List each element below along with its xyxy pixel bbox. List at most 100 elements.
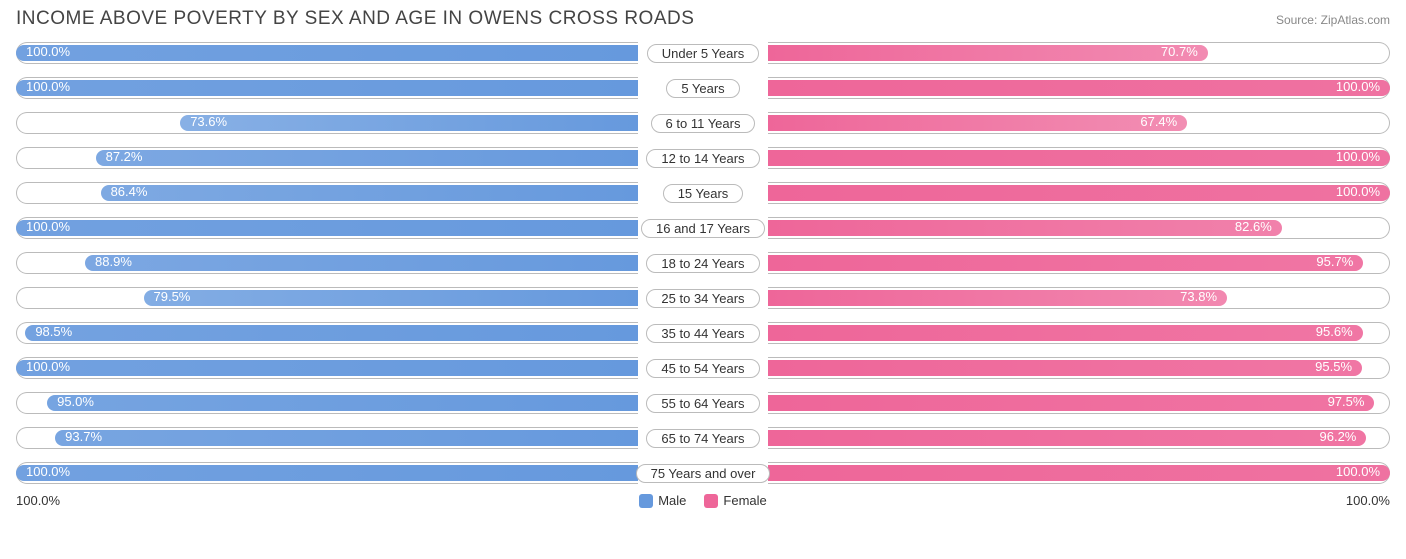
female-value: 100.0% [1336, 149, 1390, 164]
female-side: 100.0% [768, 143, 1390, 173]
chart-row: 93.7% 65 to 74 Years 96.2% [16, 423, 1390, 453]
female-bar [768, 45, 1208, 61]
male-value: 100.0% [16, 359, 70, 374]
female-value: 67.4% [1140, 114, 1187, 129]
female-value: 100.0% [1336, 184, 1390, 199]
female-side: 67.4% [768, 108, 1390, 138]
female-side: 96.2% [768, 423, 1390, 453]
female-side: 82.6% [768, 213, 1390, 243]
female-bar [768, 325, 1363, 341]
legend-male: Male [639, 493, 686, 508]
legend-male-swatch [639, 494, 653, 508]
chart-row: 86.4% 15 Years 100.0% [16, 178, 1390, 208]
female-side: 95.5% [768, 353, 1390, 383]
legend: Male Female [639, 493, 767, 508]
category-label: 45 to 54 Years [646, 359, 759, 378]
category-cell: 15 Years [638, 178, 768, 208]
category-label: 55 to 64 Years [646, 394, 759, 413]
male-bar [180, 115, 638, 131]
male-value: 88.9% [85, 254, 132, 269]
female-bar [768, 290, 1227, 306]
female-side: 100.0% [768, 458, 1390, 488]
category-label: 35 to 44 Years [646, 324, 759, 343]
male-bar [101, 185, 638, 201]
female-value: 95.7% [1316, 254, 1363, 269]
male-side: 88.9% [16, 248, 638, 278]
chart-header: INCOME ABOVE POVERTY BY SEX AND AGE IN O… [16, 8, 1390, 30]
chart-footer: 100.0% Male Female 100.0% [16, 493, 1390, 508]
category-label: 65 to 74 Years [646, 429, 759, 448]
male-side: 86.4% [16, 178, 638, 208]
category-cell: 6 to 11 Years [638, 108, 768, 138]
chart-row: 98.5% 35 to 44 Years 95.6% [16, 318, 1390, 348]
axis-left-label: 100.0% [16, 493, 76, 508]
male-bar [16, 220, 638, 236]
female-value: 97.5% [1328, 394, 1375, 409]
male-value: 79.5% [144, 289, 191, 304]
male-value: 100.0% [16, 219, 70, 234]
category-label: Under 5 Years [647, 44, 759, 63]
male-side: 100.0% [16, 353, 638, 383]
chart-row: 95.0% 55 to 64 Years 97.5% [16, 388, 1390, 418]
category-cell: 5 Years [638, 73, 768, 103]
female-bar [768, 395, 1374, 411]
male-value: 87.2% [96, 149, 143, 164]
male-value: 93.7% [55, 429, 102, 444]
chart-row: 88.9% 18 to 24 Years 95.7% [16, 248, 1390, 278]
male-side: 95.0% [16, 388, 638, 418]
female-value: 95.6% [1316, 324, 1363, 339]
male-value: 100.0% [16, 79, 70, 94]
male-side: 93.7% [16, 423, 638, 453]
category-cell: 16 and 17 Years [638, 213, 768, 243]
category-cell: 55 to 64 Years [638, 388, 768, 418]
female-value: 95.5% [1315, 359, 1362, 374]
chart-row: 100.0% Under 5 Years 70.7% [16, 38, 1390, 68]
category-cell: 35 to 44 Years [638, 318, 768, 348]
female-value: 70.7% [1161, 44, 1208, 59]
axis-right-label: 100.0% [1330, 493, 1390, 508]
chart-row: 100.0%75 Years and over100.0% [16, 458, 1390, 488]
chart-body: 100.0% Under 5 Years 70.7% 100.0% 5 Years 100… [16, 38, 1390, 488]
category-cell: 45 to 54 Years [638, 353, 768, 383]
category-label: 16 and 17 Years [641, 219, 765, 238]
female-value: 73.8% [1180, 289, 1227, 304]
category-cell: 12 to 14 Years [638, 143, 768, 173]
male-value: 98.5% [25, 324, 72, 339]
male-side: 87.2% [16, 143, 638, 173]
category-cell: 18 to 24 Years [638, 248, 768, 278]
female-bar [768, 465, 1390, 481]
male-value: 95.0% [47, 394, 94, 409]
category-label: 5 Years [666, 79, 739, 98]
category-label: 6 to 11 Years [651, 114, 756, 133]
female-side: 70.7% [768, 38, 1390, 68]
legend-female-swatch [704, 494, 718, 508]
male-bar [16, 465, 638, 481]
female-bar [768, 115, 1187, 131]
chart-title: INCOME ABOVE POVERTY BY SEX AND AGE IN O… [16, 8, 694, 30]
category-label: 12 to 14 Years [646, 149, 759, 168]
male-bar [16, 80, 638, 96]
male-side: 100.0% [16, 458, 638, 488]
chart-source: Source: ZipAtlas.com [1276, 13, 1390, 27]
category-cell: 75 Years and over [638, 458, 768, 488]
category-label: 25 to 34 Years [646, 289, 759, 308]
female-value: 96.2% [1320, 429, 1367, 444]
chart-row: 100.0% 45 to 54 Years 95.5% [16, 353, 1390, 383]
male-bar [47, 395, 638, 411]
male-bar [85, 255, 638, 271]
legend-female-label: Female [723, 493, 766, 508]
female-bar [768, 220, 1282, 236]
male-bar [25, 325, 638, 341]
chart-row: 73.6% 6 to 11 Years 67.4% [16, 108, 1390, 138]
female-bar [768, 185, 1390, 201]
male-side: 100.0% [16, 38, 638, 68]
category-label: 75 Years and over [636, 464, 771, 483]
female-bar [768, 255, 1363, 271]
chart-row: 79.5% 25 to 34 Years 73.8% [16, 283, 1390, 313]
chart-row: 87.2% 12 to 14 Years 100.0% [16, 143, 1390, 173]
category-label: 15 Years [663, 184, 744, 203]
male-bar [16, 360, 638, 376]
female-side: 95.7% [768, 248, 1390, 278]
female-side: 100.0% [768, 178, 1390, 208]
male-value: 73.6% [180, 114, 227, 129]
